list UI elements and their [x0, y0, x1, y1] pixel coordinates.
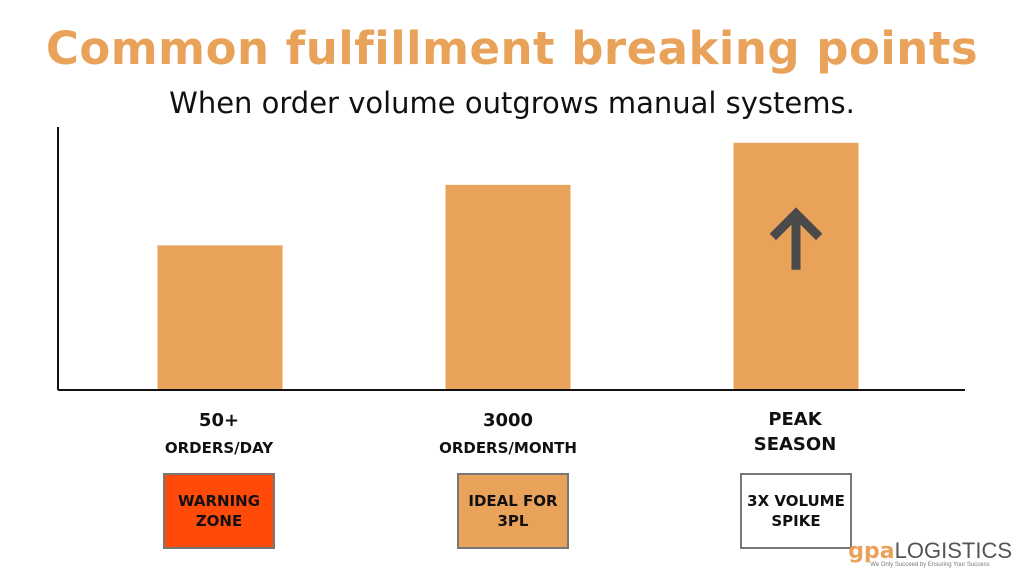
- category-2-line2: ORDERS/MONTH: [439, 438, 577, 457]
- category-2-line1: 3000: [482, 410, 534, 431]
- category-1-line1: 50+: [198, 410, 240, 431]
- category-3-line2: SEASON: [753, 433, 837, 455]
- up-arrow-icon: [769, 207, 823, 241]
- logo-wordmark: LOGISTICS: [894, 538, 1012, 563]
- category-1-line2: ORDERS/DAY: [164, 438, 274, 457]
- company-logo: gpaLOGISTICS We Only Succeed by Ensuring…: [848, 538, 1012, 568]
- logo-tagline: We Only Succeed by Ensuring Your Success: [870, 562, 990, 568]
- logo-mark: gpa: [848, 539, 895, 564]
- warning-zone-badge: WARNING ZONE: [163, 473, 275, 549]
- page-title: Common fulfillment breaking points: [45, 22, 979, 75]
- bar-2: [445, 184, 571, 389]
- category-label-3: PEAK SEASON: [685, 407, 905, 456]
- ideal-for-3pl-badge: IDEAL FOR 3PL: [457, 473, 569, 549]
- category-label-2: 3000 ORDERS/MONTH: [398, 410, 618, 457]
- page-subtitle: When order volume outgrows manual system…: [169, 86, 855, 120]
- bar-1: [157, 245, 283, 389]
- category-label-1: 50+ ORDERS/DAY: [109, 410, 329, 457]
- volume-spike-badge: 3X VOLUME SPIKE: [740, 473, 852, 549]
- category-3-line1: PEAK: [768, 409, 822, 430]
